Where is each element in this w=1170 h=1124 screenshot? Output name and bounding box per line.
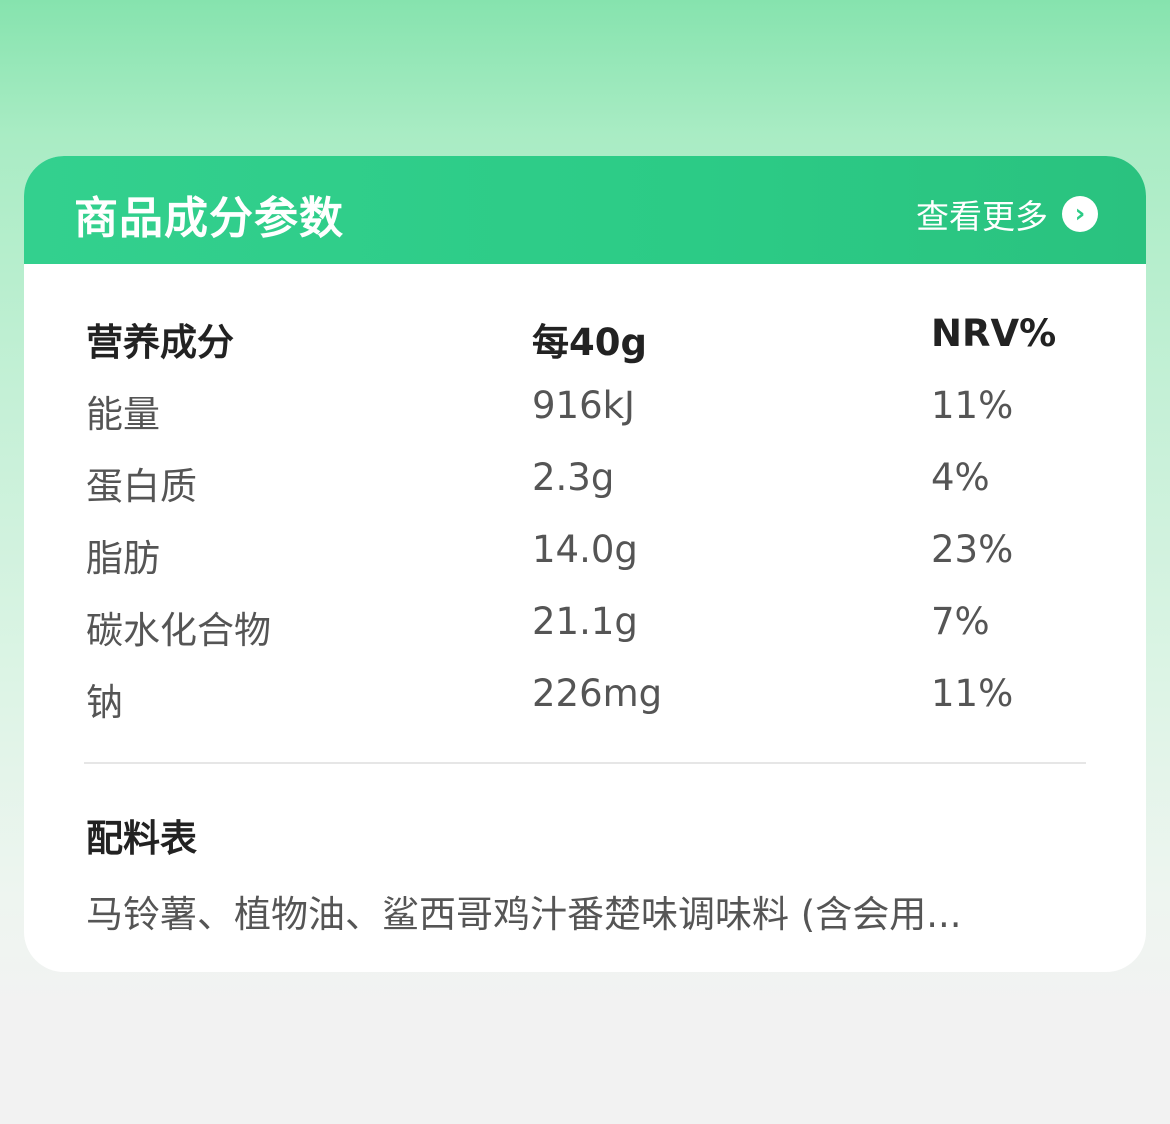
nutrient-name: 蛋白质 [86, 465, 197, 508]
nutrient-nrv: 23% [931, 528, 1014, 571]
table-row: 蛋白质 2.3g 4% [86, 456, 1086, 516]
table-row: 脂肪 14.0g 23% [86, 528, 1086, 588]
view-more-button[interactable]: 查看更多 › [916, 190, 1098, 238]
ingredients-title: 配料表 [86, 817, 197, 860]
nutrient-amount: 916kJ [532, 384, 635, 427]
nutrient-nrv: 11% [931, 384, 1014, 427]
nutrient-amount: 14.0g [532, 528, 638, 571]
card-header: 商品成分参数 查看更多 › [24, 156, 1146, 264]
nutrition-table-header: 营养成分 每40g NRV% [86, 312, 1086, 372]
product-ingredients-card: 商品成分参数 查看更多 › 营养成分 每40g NRV% 能量 916kJ 11… [24, 156, 1146, 972]
ingredients-text: 马铃薯、植物油、鲨西哥鸡汁番楚味调味料 (含会用... [86, 893, 962, 936]
chevron-right-circle-icon: › [1062, 196, 1098, 232]
nutrient-amount: 21.1g [532, 600, 638, 643]
nutrient-name: 钠 [86, 681, 123, 724]
view-more-label: 查看更多 [916, 197, 1048, 236]
nutrient-amount: 2.3g [532, 456, 615, 499]
nutrient-nrv: 4% [931, 456, 990, 499]
column-header-amount: 每40g [532, 321, 647, 364]
card-title: 商品成分参数 [74, 193, 344, 244]
column-header-nutrient: 营养成分 [86, 321, 234, 364]
nutrient-nrv: 7% [931, 600, 990, 643]
table-row: 碳水化合物 21.1g 7% [86, 600, 1086, 660]
table-row: 能量 916kJ 11% [86, 384, 1086, 444]
nutrient-nrv: 11% [931, 672, 1014, 715]
table-row: 钠 226mg 11% [86, 672, 1086, 732]
nutrient-amount: 226mg [532, 672, 663, 715]
divider [84, 762, 1086, 764]
nutrient-name: 碳水化合物 [86, 609, 271, 652]
column-header-nrv: NRV% [931, 312, 1057, 355]
nutrient-name: 能量 [86, 393, 160, 436]
nutrient-name: 脂肪 [86, 537, 160, 580]
